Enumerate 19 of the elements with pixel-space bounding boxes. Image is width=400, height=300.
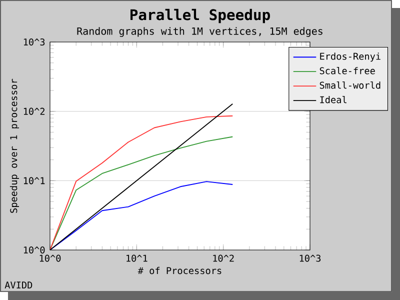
legend-label: Small-world — [320, 82, 380, 89]
y-tick-label: 10^3 — [24, 38, 45, 46]
y-tick-label: 10^2 — [24, 108, 44, 115]
x-tick-label: 10^0 — [40, 254, 61, 262]
line-series — [50, 136, 234, 250]
chart-subtitle: Random graphs with 1M vertices, 15M edges — [77, 27, 322, 37]
y-tick-label: 10^0 — [24, 246, 45, 254]
chart-title: Parallel Speedup — [130, 8, 270, 24]
legend-label: Erdos-Renyi — [320, 52, 380, 62]
text: AVIDD — [4, 282, 32, 288]
x-axis-title: # of Processors — [138, 266, 222, 274]
legend-label: Ideal — [320, 96, 346, 104]
y-tick-label: 10^1 — [24, 177, 45, 184]
legend-label: Scale-free — [320, 67, 375, 74]
y-axis-title: Speedup over 1 processor — [10, 78, 19, 213]
x-tick-label: 10^1 — [126, 254, 148, 262]
line-series — [50, 181, 234, 250]
x-tick-label: 10^3 — [300, 254, 321, 262]
x-tick-label: 10^2 — [213, 254, 234, 262]
